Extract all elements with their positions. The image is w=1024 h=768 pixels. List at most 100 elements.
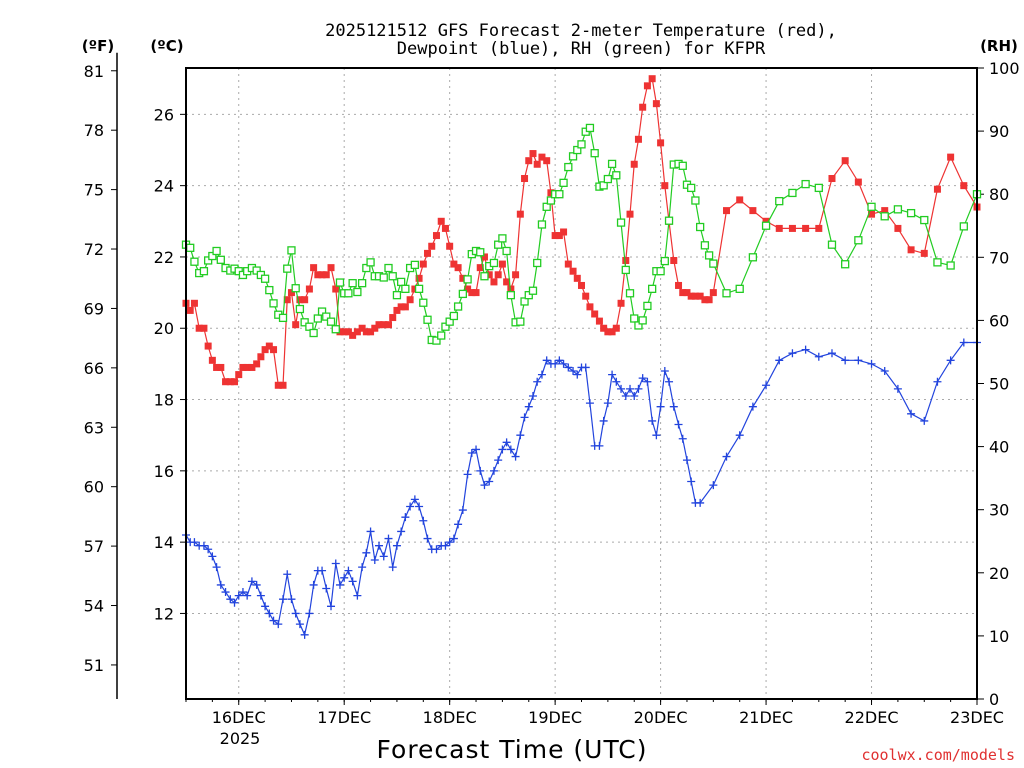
rh-point: [445, 317, 454, 326]
rh-point: [735, 284, 744, 294]
dewpoint-point: [585, 399, 594, 408]
rh-point: [208, 251, 217, 261]
rh-point: [458, 289, 468, 299]
rh-tick-label: 50: [989, 375, 1009, 394]
rh-point: [528, 286, 538, 295]
dewpoint-point: [261, 602, 270, 611]
rh-point: [326, 317, 336, 326]
temperature-point: [894, 224, 902, 232]
temperature-point: [235, 371, 243, 379]
rh-point: [410, 260, 420, 270]
credit-link[interactable]: coolwx.com/models: [861, 746, 1015, 764]
temperature-point: [464, 285, 472, 293]
rh-point: [388, 272, 397, 281]
dewpoint-point: [208, 552, 217, 561]
temperature-point: [648, 75, 656, 83]
dewpoint-point: [498, 445, 507, 454]
rh-point: [920, 215, 929, 225]
rh-point: [546, 196, 556, 205]
dewpoint-point: [920, 416, 929, 425]
temperature-point: [265, 342, 273, 350]
dewpoint-point: [340, 573, 349, 582]
dewpoint-point: [674, 420, 683, 429]
rh-point: [880, 212, 889, 221]
rh-point: [199, 267, 209, 276]
dewpoint-point: [274, 620, 283, 629]
temperature-point: [960, 182, 968, 190]
temperature-point: [231, 378, 239, 386]
rh-point: [643, 301, 652, 311]
x-tick-label: 17DEC: [317, 708, 371, 727]
temperature-point: [424, 249, 432, 257]
dewpoint-point: [959, 338, 968, 347]
celsius-tick-label: 22: [154, 248, 174, 267]
temperature-point: [595, 317, 603, 325]
chart-title-line-1: 2025121512 GFS Forecast 2-meter Temperat…: [325, 21, 837, 41]
dewpoint-point: [190, 538, 199, 547]
dewpoint-point: [348, 577, 357, 586]
dewpoint-point: [638, 374, 647, 383]
rh-unit-label: (RH): [980, 37, 1018, 55]
x-tick-label: 23DEC: [950, 708, 1004, 727]
temperature-point: [243, 363, 251, 371]
rh-point: [335, 278, 345, 287]
rh-point: [656, 267, 665, 276]
temperature-point: [401, 303, 409, 311]
dewpoint-point: [366, 527, 375, 536]
temperature-point: [367, 328, 375, 336]
temperature-point: [472, 289, 480, 297]
rh-point: [568, 152, 578, 161]
dewpoint-point: [230, 598, 239, 607]
rh-tick-label: 60: [989, 311, 1009, 330]
temperature-point: [437, 217, 445, 225]
temperature-point: [643, 82, 651, 90]
temperature-point: [239, 363, 247, 371]
rh-point: [542, 202, 551, 211]
temperature-point: [279, 381, 287, 389]
temperature-point: [480, 253, 488, 261]
celsius-tick-label: 26: [154, 105, 174, 124]
temperature-point: [661, 182, 669, 190]
temperature-point: [538, 153, 546, 161]
dewpoint-point: [617, 384, 626, 393]
rh-point: [648, 284, 657, 294]
temperature-point: [432, 232, 440, 240]
temperature-point: [591, 310, 599, 318]
temperature-point: [222, 378, 230, 386]
dewpoint-point: [551, 359, 560, 368]
celsius-tick-label: 18: [154, 391, 174, 410]
temperature-point: [555, 232, 563, 240]
dewpoint-point: [801, 345, 810, 354]
temperature-point: [419, 260, 427, 268]
rh-tick-label: 70: [989, 248, 1009, 267]
dewpoint-point: [696, 498, 705, 507]
dewpoint-line: [185, 341, 977, 637]
dewpoint-point: [454, 520, 463, 529]
dewpoint-point: [419, 516, 428, 525]
rh-tick-label: 80: [989, 185, 1009, 204]
dewpoint-point: [243, 591, 252, 600]
dewpoint-point: [388, 563, 397, 572]
temperature-point: [274, 381, 282, 389]
fahrenheit-tick-label: 78: [84, 121, 104, 140]
temperature-point: [393, 306, 401, 314]
rh-point: [502, 246, 511, 256]
temperature-point: [516, 210, 524, 218]
dewpoint-point: [603, 399, 612, 408]
rh-tick-label: 30: [989, 501, 1009, 520]
rh-point: [585, 123, 595, 133]
temperature-point: [371, 324, 379, 332]
celsius-tick-label: 24: [154, 177, 174, 196]
fahrenheit-tick-label: 60: [84, 478, 104, 497]
rh-point: [392, 291, 402, 300]
dewpoint-point: [573, 370, 582, 379]
temperature-point: [578, 281, 585, 289]
temperature-point: [226, 378, 234, 386]
temperature-point: [362, 328, 370, 336]
rh-point: [489, 258, 499, 268]
temperature-point: [248, 363, 256, 371]
dewpoint-point: [735, 431, 744, 440]
dewpoint-point: [502, 438, 511, 447]
fahrenheit-tick-label: 66: [84, 359, 104, 378]
